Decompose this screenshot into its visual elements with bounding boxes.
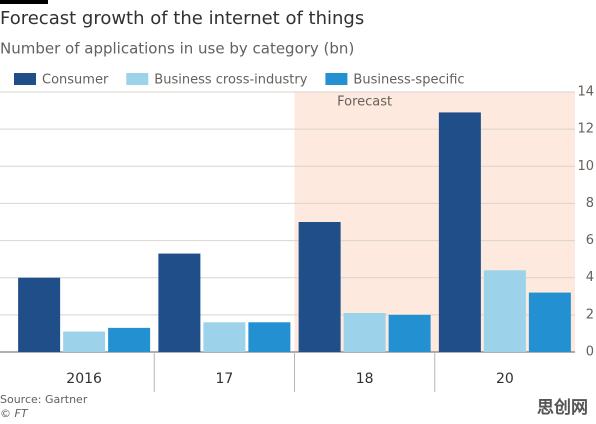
y-tick-label: 14 bbox=[577, 85, 594, 100]
bar bbox=[18, 277, 61, 352]
x-tick-label: 17 bbox=[215, 371, 233, 387]
bar bbox=[528, 292, 571, 352]
credit: © FT bbox=[0, 407, 29, 420]
bar bbox=[158, 253, 201, 352]
bar bbox=[343, 313, 386, 352]
legend-swatch bbox=[325, 73, 348, 85]
legend-swatch bbox=[14, 73, 36, 85]
legend-swatch bbox=[126, 73, 149, 85]
bar bbox=[483, 270, 526, 352]
chart-subtitle: Number of applications in use by categor… bbox=[0, 40, 354, 58]
chart-title: Forecast growth of the internet of thing… bbox=[0, 8, 364, 29]
y-tick-label: 4 bbox=[586, 270, 594, 285]
source: Source: Gartner bbox=[0, 393, 88, 406]
x-tick-label: 2016 bbox=[66, 371, 102, 387]
y-tick-label: 6 bbox=[586, 233, 594, 248]
y-tick-label: 0 bbox=[586, 345, 594, 360]
bar bbox=[203, 322, 246, 352]
legend-label: Business cross-industry bbox=[154, 73, 307, 88]
legend-label: Business-specific bbox=[353, 73, 464, 88]
x-tick-label: 18 bbox=[356, 371, 374, 387]
y-tick-label: 10 bbox=[577, 159, 594, 174]
watermark: 思创网 bbox=[537, 397, 588, 418]
plot: Forecast Consumer Business cross-industry B… bbox=[0, 73, 594, 392]
x-tick-label: 20 bbox=[496, 371, 514, 387]
bar bbox=[248, 322, 291, 352]
bar bbox=[108, 327, 151, 352]
y-tick-label: 8 bbox=[586, 196, 594, 211]
brand-bar bbox=[0, 0, 48, 4]
bar bbox=[63, 331, 106, 352]
annotation: Forecast bbox=[337, 95, 392, 110]
bar bbox=[438, 112, 481, 352]
y-tick-label: 12 bbox=[577, 122, 594, 137]
bar bbox=[298, 222, 341, 352]
y-tick-label: 2 bbox=[586, 307, 594, 322]
legend-label: Consumer bbox=[42, 73, 109, 88]
bar bbox=[388, 314, 431, 352]
forecast-region bbox=[294, 92, 575, 352]
